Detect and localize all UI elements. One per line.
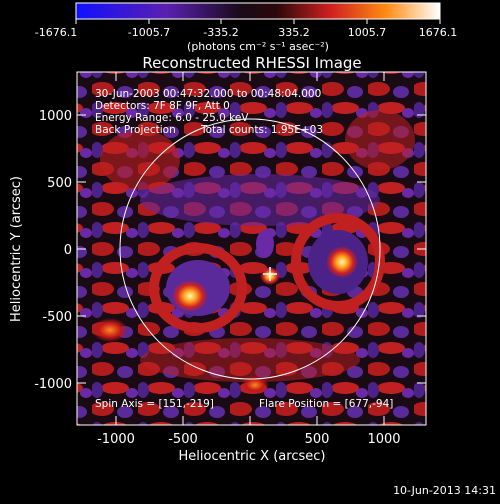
info-detectors: Detectors: 7F 8F 9F, Att 0 xyxy=(95,100,230,112)
info-energy-range: Energy Range: 6.0 - 25.0 keV xyxy=(95,112,249,124)
y-tick-label: 1000 xyxy=(39,109,72,124)
colorbar-tick-label: 1676.1 xyxy=(419,26,458,39)
spin-axis-marker xyxy=(263,267,277,281)
timestamp: 10-Jun-2013 14:31 xyxy=(393,484,496,497)
colorbar-unit-label: (photons cm⁻² s⁻¹ asec⁻²) xyxy=(187,40,329,53)
y-axis-label: Heliocentric Y (arcsec) xyxy=(9,176,24,322)
info-method: Back Projection xyxy=(95,124,176,136)
x-tick-label: 500 xyxy=(305,432,330,447)
x-tick-label: 1000 xyxy=(367,432,400,447)
info-time-range: 30-Jun-2003 00:47:32.000 to 00:48:04.000 xyxy=(95,88,321,100)
x-tick-label: -500 xyxy=(168,432,198,447)
plot-title: Reconstructed RHESSI Image xyxy=(142,54,361,72)
y-tick-label: 500 xyxy=(47,176,72,191)
colorbar-tick-label: -335.2 xyxy=(203,26,238,39)
y-tick-label: -1000 xyxy=(34,377,72,392)
image-map xyxy=(77,72,426,425)
x-tick-label: -1000 xyxy=(97,432,135,447)
colorbar-ticks xyxy=(75,19,441,24)
spin-axis-label: Spin Axis = [151,-219] xyxy=(95,398,214,410)
colorbar-tick-label: 1005.7 xyxy=(348,26,387,39)
colorbar xyxy=(75,2,441,20)
y-axis-ticks xyxy=(77,114,426,384)
colorbar-tick-label: -1676.1 xyxy=(35,26,77,39)
info-total-counts: Total counts: 1.95E+03 xyxy=(200,124,323,136)
y-tick-label: 0 xyxy=(64,243,72,258)
y-tick-label: -500 xyxy=(42,310,72,325)
flare-position-label: Flare Position = [677,-94] xyxy=(259,398,393,410)
colorbar-tick-label: 335.2 xyxy=(278,26,310,39)
colorbar-tick-label: -1005.7 xyxy=(128,26,170,39)
solar-limb-circle xyxy=(119,118,381,380)
x-axis-label: Heliocentric X (arcsec) xyxy=(179,449,326,464)
x-axis-ticks xyxy=(115,72,385,425)
x-tick-label: 0 xyxy=(246,432,254,447)
